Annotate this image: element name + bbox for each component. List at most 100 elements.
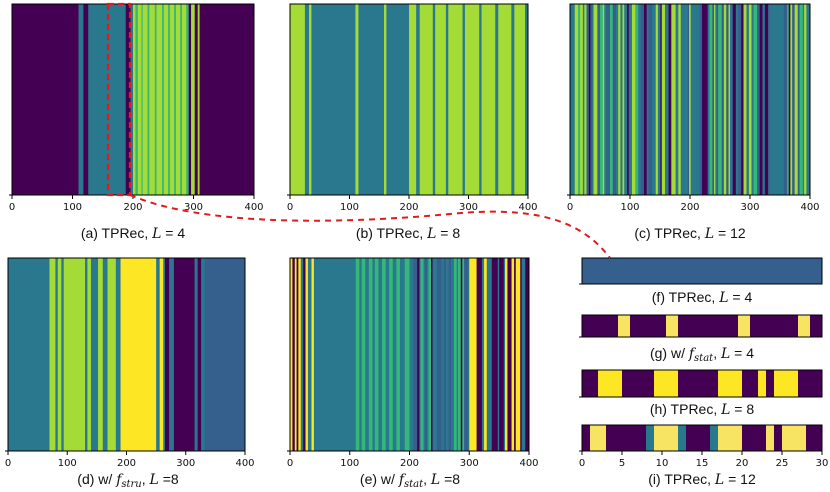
x-tick-label: 0	[287, 202, 293, 213]
heat-band	[782, 425, 807, 451]
heat-band	[441, 258, 445, 451]
heat-band	[163, 4, 169, 195]
x-tick-label: 100	[58, 458, 77, 469]
panel-caption: (e) w/ fstat, L =8	[360, 471, 460, 490]
heat-band	[774, 4, 778, 195]
heat-band	[156, 4, 163, 195]
heat-band	[466, 258, 469, 451]
heat-band	[438, 258, 442, 451]
panel-e: 0 100 200 300 400 (e) w/ fstat, L =8	[287, 257, 539, 490]
heat-band	[303, 258, 306, 451]
heat-band	[525, 4, 529, 195]
heat-band	[125, 4, 131, 195]
heat-band	[804, 4, 807, 195]
heat-band	[294, 258, 297, 451]
heat-band	[732, 4, 737, 195]
heat-band	[806, 425, 823, 451]
heat-band	[392, 258, 397, 451]
heat-band	[385, 258, 390, 451]
heat-band	[525, 258, 528, 451]
heat-band	[630, 315, 667, 337]
heat-band	[434, 258, 438, 451]
x-tick-label: 400	[518, 202, 537, 213]
heat-band	[304, 4, 310, 195]
heat-band	[714, 4, 716, 195]
heat-band	[498, 4, 512, 195]
heat-band	[689, 4, 692, 195]
heat-band	[497, 258, 500, 451]
heat-band	[742, 425, 767, 451]
heat-band	[159, 258, 164, 451]
heat-band	[313, 258, 357, 451]
heat-band	[599, 4, 604, 195]
heat-band	[686, 4, 689, 195]
heat-band	[432, 258, 435, 451]
heat-band	[419, 4, 434, 195]
heat-band	[680, 4, 685, 195]
plot-frame	[581, 314, 823, 338]
heat-band	[423, 258, 426, 451]
heat-band	[507, 258, 511, 451]
heat-band	[495, 4, 499, 195]
heat-band	[98, 258, 104, 451]
heat-band	[49, 258, 56, 451]
heat-band	[635, 4, 639, 195]
heat-band	[168, 4, 171, 195]
heat-band	[778, 4, 781, 195]
heat-band	[618, 315, 631, 337]
panel-caption: (a) TPRec, L = 4	[81, 225, 186, 242]
heat-band	[292, 258, 296, 451]
heat-band	[505, 258, 508, 451]
heat-band	[582, 4, 585, 195]
heat-band	[678, 370, 719, 397]
heat-band	[83, 4, 89, 195]
heat-band	[486, 258, 490, 451]
heat-band	[604, 4, 607, 195]
heat-band	[194, 258, 198, 451]
heat-band	[90, 258, 99, 451]
heat-band	[624, 4, 628, 195]
heat-band	[514, 258, 517, 451]
heat-band	[296, 258, 299, 451]
heat-band	[602, 4, 605, 195]
heat-band	[738, 315, 751, 337]
heat-band	[365, 258, 370, 451]
heat-band	[107, 258, 117, 451]
heat-band	[742, 370, 759, 397]
heat-band	[655, 4, 659, 195]
heat-band	[355, 4, 359, 195]
heat-band	[359, 258, 362, 451]
heat-band	[654, 4, 656, 195]
heat-band	[678, 4, 682, 195]
heat-band	[300, 258, 304, 451]
x-tick-label: 400	[800, 202, 819, 213]
heat-band	[413, 258, 416, 451]
heat-band	[154, 4, 157, 195]
heat-band	[687, 4, 690, 195]
heat-band	[115, 258, 121, 451]
heat-band	[186, 4, 189, 195]
heat-band	[509, 258, 512, 451]
heat-band	[409, 4, 417, 195]
heat-band	[431, 258, 433, 451]
heat-band	[180, 4, 183, 195]
heat-band	[627, 4, 630, 195]
heat-band	[716, 4, 719, 195]
panel-caption: (i) TPRec, L = 12	[648, 471, 756, 488]
heat-band	[175, 4, 181, 195]
heat-band	[163, 258, 166, 451]
heat-band	[723, 4, 727, 195]
heat-band	[586, 4, 590, 195]
heat-band	[750, 315, 799, 337]
heat-band	[176, 258, 195, 451]
heat-band	[631, 4, 636, 195]
heat-band	[417, 258, 420, 451]
x-tick-label: 100	[340, 458, 359, 469]
heat-band	[467, 258, 470, 451]
heat-band	[427, 258, 429, 451]
heat-band	[728, 4, 731, 195]
heat-band	[671, 4, 675, 195]
heat-band	[514, 4, 526, 195]
heat-band	[757, 4, 760, 195]
heat-band	[460, 258, 463, 451]
